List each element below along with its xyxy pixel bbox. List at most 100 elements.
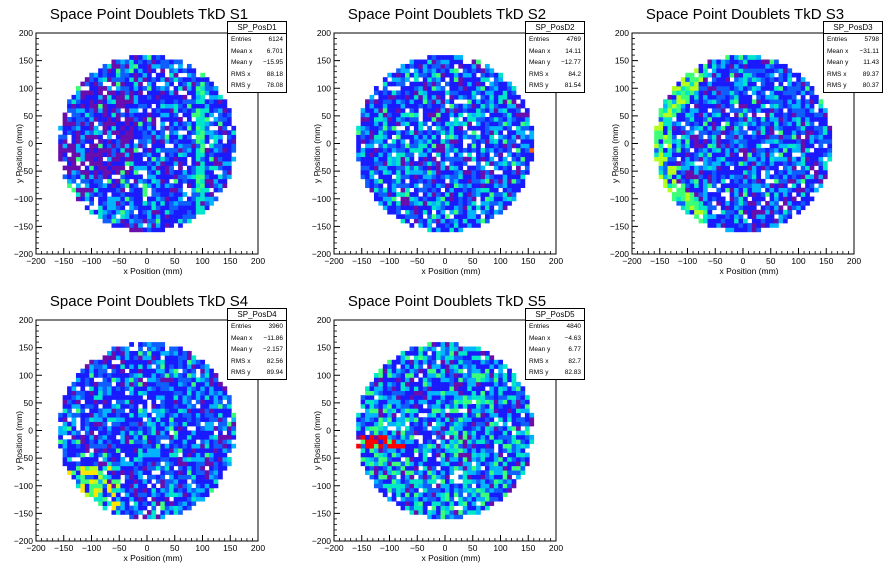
y-tick-label: −100: [14, 481, 33, 491]
y-tick-label: 50: [322, 398, 332, 408]
stats-label: RMS y: [231, 82, 251, 89]
stats-box-title: SP_PosD5: [526, 309, 584, 321]
stats-label: RMS x: [827, 70, 847, 78]
stats-label: Entries: [529, 36, 550, 43]
stats-box: SP_PosD1 Entries 6124 Mean x 6.701 Mean y −15.…: [227, 21, 287, 93]
x-tick-label: 0: [443, 543, 448, 553]
y-tick-label: 100: [615, 83, 629, 93]
y-tick-label: −150: [610, 221, 629, 231]
x-tick-label: 150: [223, 543, 237, 553]
plot-svg: −200 −150 −100 −50 0 50 100 150 200 −200 −150 −100 −…: [312, 28, 564, 276]
stats-label: RMS y: [827, 82, 847, 89]
x-tick-label: −100: [678, 256, 697, 266]
y-tick-label: 150: [317, 56, 331, 66]
stats-label: Mean x: [231, 334, 253, 342]
y-tick-label: −200: [14, 249, 33, 259]
x-tick-label: 0: [443, 256, 448, 266]
x-tick-label: 0: [741, 256, 746, 266]
stats-row: Mean y −2.157: [228, 344, 286, 356]
y-axis-label: y Position (mm): [312, 411, 322, 470]
x-axis-label: x Position (mm): [421, 553, 480, 563]
y-tick-label: −200: [14, 536, 33, 546]
stats-label: Mean x: [827, 47, 849, 55]
y-tick-label: 150: [317, 343, 331, 353]
y-tick-label: −50: [317, 453, 332, 463]
y-tick-label: 200: [317, 315, 331, 325]
y-tick-label: 150: [615, 56, 629, 66]
stats-label: RMS y: [529, 82, 549, 89]
x-tick-label: −100: [380, 543, 399, 553]
x-tick-label: 50: [170, 256, 180, 266]
y-tick-label: −150: [14, 221, 33, 231]
stats-row: RMS x 89.37: [824, 69, 882, 81]
y-axis-label: y Position (mm): [14, 124, 24, 183]
x-tick-label: 150: [521, 543, 535, 553]
chart-title: Space Point Doublets TkD S1: [49, 6, 249, 23]
y-tick-label: −100: [610, 194, 629, 204]
stats-label: Mean y: [529, 346, 551, 353]
stats-value: 11.43: [863, 59, 879, 66]
y-tick-label: 200: [317, 28, 331, 38]
y-tick-label: 100: [19, 370, 33, 380]
stats-label: RMS y: [231, 369, 251, 376]
stats-row: Mean y 6.77: [526, 344, 584, 356]
heatmap-cells: [58, 342, 237, 520]
y-tick-label: 0: [326, 139, 331, 149]
x-tick-label: 200: [549, 543, 563, 553]
x-tick-label: −50: [410, 543, 425, 553]
stats-label: Mean x: [231, 47, 253, 55]
stats-box-title: SP_PosD3: [824, 22, 882, 34]
stats-value: 14.11: [565, 47, 581, 55]
stats-label: Entries: [529, 323, 550, 330]
stats-row: RMS y 78.08: [228, 80, 286, 92]
x-tick-label: −100: [380, 256, 399, 266]
x-tick-label: 50: [170, 543, 180, 553]
y-tick-label: 200: [615, 28, 629, 38]
stats-value: 84.2: [568, 70, 581, 78]
stats-row: Mean y −15.95: [228, 57, 286, 69]
x-tick-label: −200: [26, 543, 45, 553]
y-axis-label: y Position (mm): [14, 411, 24, 470]
plot-svg: −200 −150 −100 −50 0 50 100 150 200 −200 −150 −100 −…: [312, 315, 564, 563]
stats-label: Mean x: [529, 47, 551, 55]
x-tick-label: −200: [324, 256, 343, 266]
x-tick-label: −50: [112, 256, 127, 266]
stats-row: Entries 4769: [526, 34, 584, 46]
x-tick-label: 100: [195, 256, 209, 266]
y-axis-label: y Position (mm): [610, 124, 620, 183]
stats-label: RMS y: [529, 369, 549, 376]
y-tick-label: 50: [24, 398, 34, 408]
plot-svg: −200 −150 −100 −50 0 50 100 150 200 −200 −150 −100 −…: [610, 28, 862, 276]
stats-value: 82.7: [568, 357, 581, 365]
heatmap-cells: [356, 342, 535, 520]
x-tick-label: −50: [708, 256, 723, 266]
histogram-panel-3: Space Point Doublets TkD S3 −200 −150 −100−…: [596, 0, 894, 287]
y-tick-label: −100: [312, 481, 331, 491]
x-tick-label: −200: [26, 256, 45, 266]
x-axis-label: x Position (mm): [421, 266, 480, 276]
histogram-panel-4: Space Point Doublets TkD S4 −200 −150 −100−…: [0, 287, 298, 574]
heatmap-cells: [356, 55, 535, 233]
y-tick-label: 50: [322, 111, 332, 121]
stats-row: RMS x 88.18: [228, 69, 286, 81]
stats-label: Mean y: [231, 59, 253, 66]
x-axis-label: x Position (mm): [123, 266, 182, 276]
stats-value: 6.77: [568, 346, 581, 353]
stats-value: −12.77: [560, 59, 581, 66]
y-tick-label: −100: [312, 194, 331, 204]
x-tick-label: 200: [847, 256, 861, 266]
y-tick-label: −50: [19, 166, 34, 176]
stats-box-title: SP_PosD4: [228, 309, 286, 321]
stats-row: Mean y 11.43: [824, 57, 882, 69]
y-tick-label: −50: [19, 453, 34, 463]
stats-value: 89.37: [862, 70, 879, 78]
stats-row: Mean x 14.11: [526, 46, 584, 58]
stats-row: Mean x −11.86: [228, 333, 286, 345]
stats-row: Entries 3960: [228, 321, 286, 333]
y-tick-label: 100: [317, 83, 331, 93]
y-tick-label: 0: [624, 139, 629, 149]
stats-row: Entries 5798: [824, 34, 882, 46]
x-tick-label: −150: [54, 543, 73, 553]
stats-box: SP_PosD4 Entries 3960 Mean x −11.86 Mean y −2.…: [227, 308, 287, 380]
stats-label: Entries: [231, 36, 252, 43]
